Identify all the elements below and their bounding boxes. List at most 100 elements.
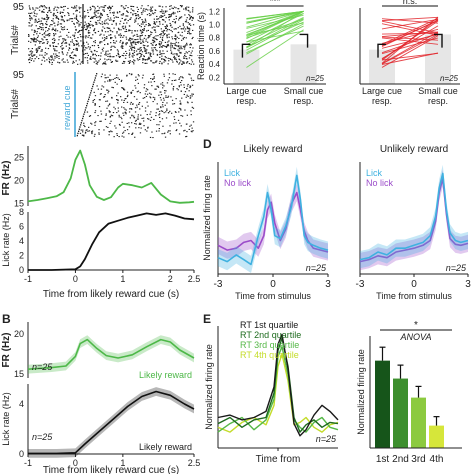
spike-tick <box>74 7 76 9</box>
spike-tick <box>73 35 75 37</box>
lick-tick <box>99 120 101 122</box>
x-category-label: Large cue <box>226 86 266 96</box>
lick-tick <box>192 130 194 132</box>
spike-tick <box>191 55 193 57</box>
spike-tick <box>166 25 168 27</box>
spike-tick <box>61 42 63 44</box>
lick-tick <box>83 135 85 137</box>
spike-tick <box>39 26 41 28</box>
spike-tick <box>89 57 91 59</box>
spike-tick <box>46 53 48 55</box>
lick-tick <box>97 115 99 117</box>
spike-tick <box>142 41 145 43</box>
spike-tick <box>50 59 52 61</box>
spike-tick <box>190 44 192 46</box>
y-tick-label: 1.2 <box>209 7 221 16</box>
spike-tick <box>141 53 143 55</box>
spike-tick <box>109 8 112 10</box>
spike-tick <box>96 63 98 65</box>
spike-tick <box>128 30 130 32</box>
spike-tick <box>133 41 135 43</box>
y-tick-label: 0 <box>19 265 24 275</box>
spike-tick <box>150 42 152 44</box>
spike-tick <box>178 45 180 47</box>
lick-tick <box>192 107 195 109</box>
spike-tick <box>153 47 155 49</box>
lick-tick <box>129 117 131 119</box>
spike-tick <box>40 5 42 7</box>
spike-tick <box>42 39 44 41</box>
spike-tick <box>74 54 76 56</box>
spike-tick <box>184 21 187 23</box>
lick-tick <box>104 77 106 79</box>
spike-tick <box>108 19 111 21</box>
spike-tick <box>62 19 64 21</box>
spike-tick <box>63 6 65 8</box>
spike-tick <box>189 44 191 46</box>
lick-tick <box>92 101 94 103</box>
spike-tick <box>51 56 53 58</box>
spike-tick <box>42 11 44 13</box>
spike-tick <box>143 48 146 50</box>
lick-tick <box>120 80 122 82</box>
spike-tick <box>60 23 63 25</box>
spike-tick <box>180 6 183 8</box>
spike-tick <box>133 34 136 36</box>
spike-tick <box>105 52 107 54</box>
spike-tick <box>91 24 93 26</box>
spike-tick <box>37 35 39 37</box>
spike-tick <box>106 27 108 29</box>
lick-tick <box>105 114 107 116</box>
spike-tick <box>95 55 98 57</box>
spike-tick <box>109 59 112 61</box>
spike-tick <box>41 49 43 51</box>
spike-tick <box>42 29 44 31</box>
spike-tick <box>89 32 91 34</box>
lick-tick <box>152 96 154 98</box>
lick-tick <box>110 114 112 116</box>
spike-tick <box>187 22 189 24</box>
spike-tick <box>146 45 148 47</box>
spike-tick <box>78 8 81 10</box>
lick-tick <box>131 115 133 117</box>
lick-tick <box>103 96 106 98</box>
spike-tick <box>69 55 71 57</box>
spike-tick <box>28 48 30 50</box>
y-tick-label: 0.6 <box>209 47 221 56</box>
spike-tick <box>181 31 183 33</box>
lick-tick <box>135 79 137 81</box>
y-axis-label: Lick rate (Hz) <box>1 213 11 267</box>
spike-tick <box>180 60 182 62</box>
lick-tick <box>187 83 189 85</box>
lick-tick <box>185 136 187 138</box>
spike-tick <box>35 20 37 22</box>
spike-tick <box>179 25 181 27</box>
spike-tick <box>80 7 82 9</box>
spike-tick <box>140 42 142 44</box>
lick-tick <box>181 115 184 117</box>
lick-tick <box>161 133 163 135</box>
spike-tick <box>132 47 135 49</box>
spike-tick <box>161 19 164 21</box>
spike-tick <box>57 23 59 25</box>
spike-tick <box>166 44 168 46</box>
first-lick-tick <box>76 134 78 137</box>
lick-tick <box>168 73 170 75</box>
spike-tick <box>150 8 152 10</box>
spike-tick <box>144 19 147 21</box>
lick-tick <box>116 134 118 136</box>
lick-tick <box>112 87 114 89</box>
lick-tick <box>190 77 192 79</box>
spike-tick <box>192 16 194 18</box>
y-tick-label: 0.8 <box>209 34 221 43</box>
spike-tick <box>188 57 191 59</box>
spike-tick <box>156 21 158 23</box>
spike-tick <box>130 42 132 44</box>
spike-tick <box>72 51 74 53</box>
spike-tick <box>159 11 161 13</box>
lick-tick <box>167 96 169 98</box>
spike-tick <box>191 19 193 21</box>
spike-tick <box>118 34 120 36</box>
spike-tick <box>137 41 139 43</box>
spike-tick <box>32 38 34 40</box>
